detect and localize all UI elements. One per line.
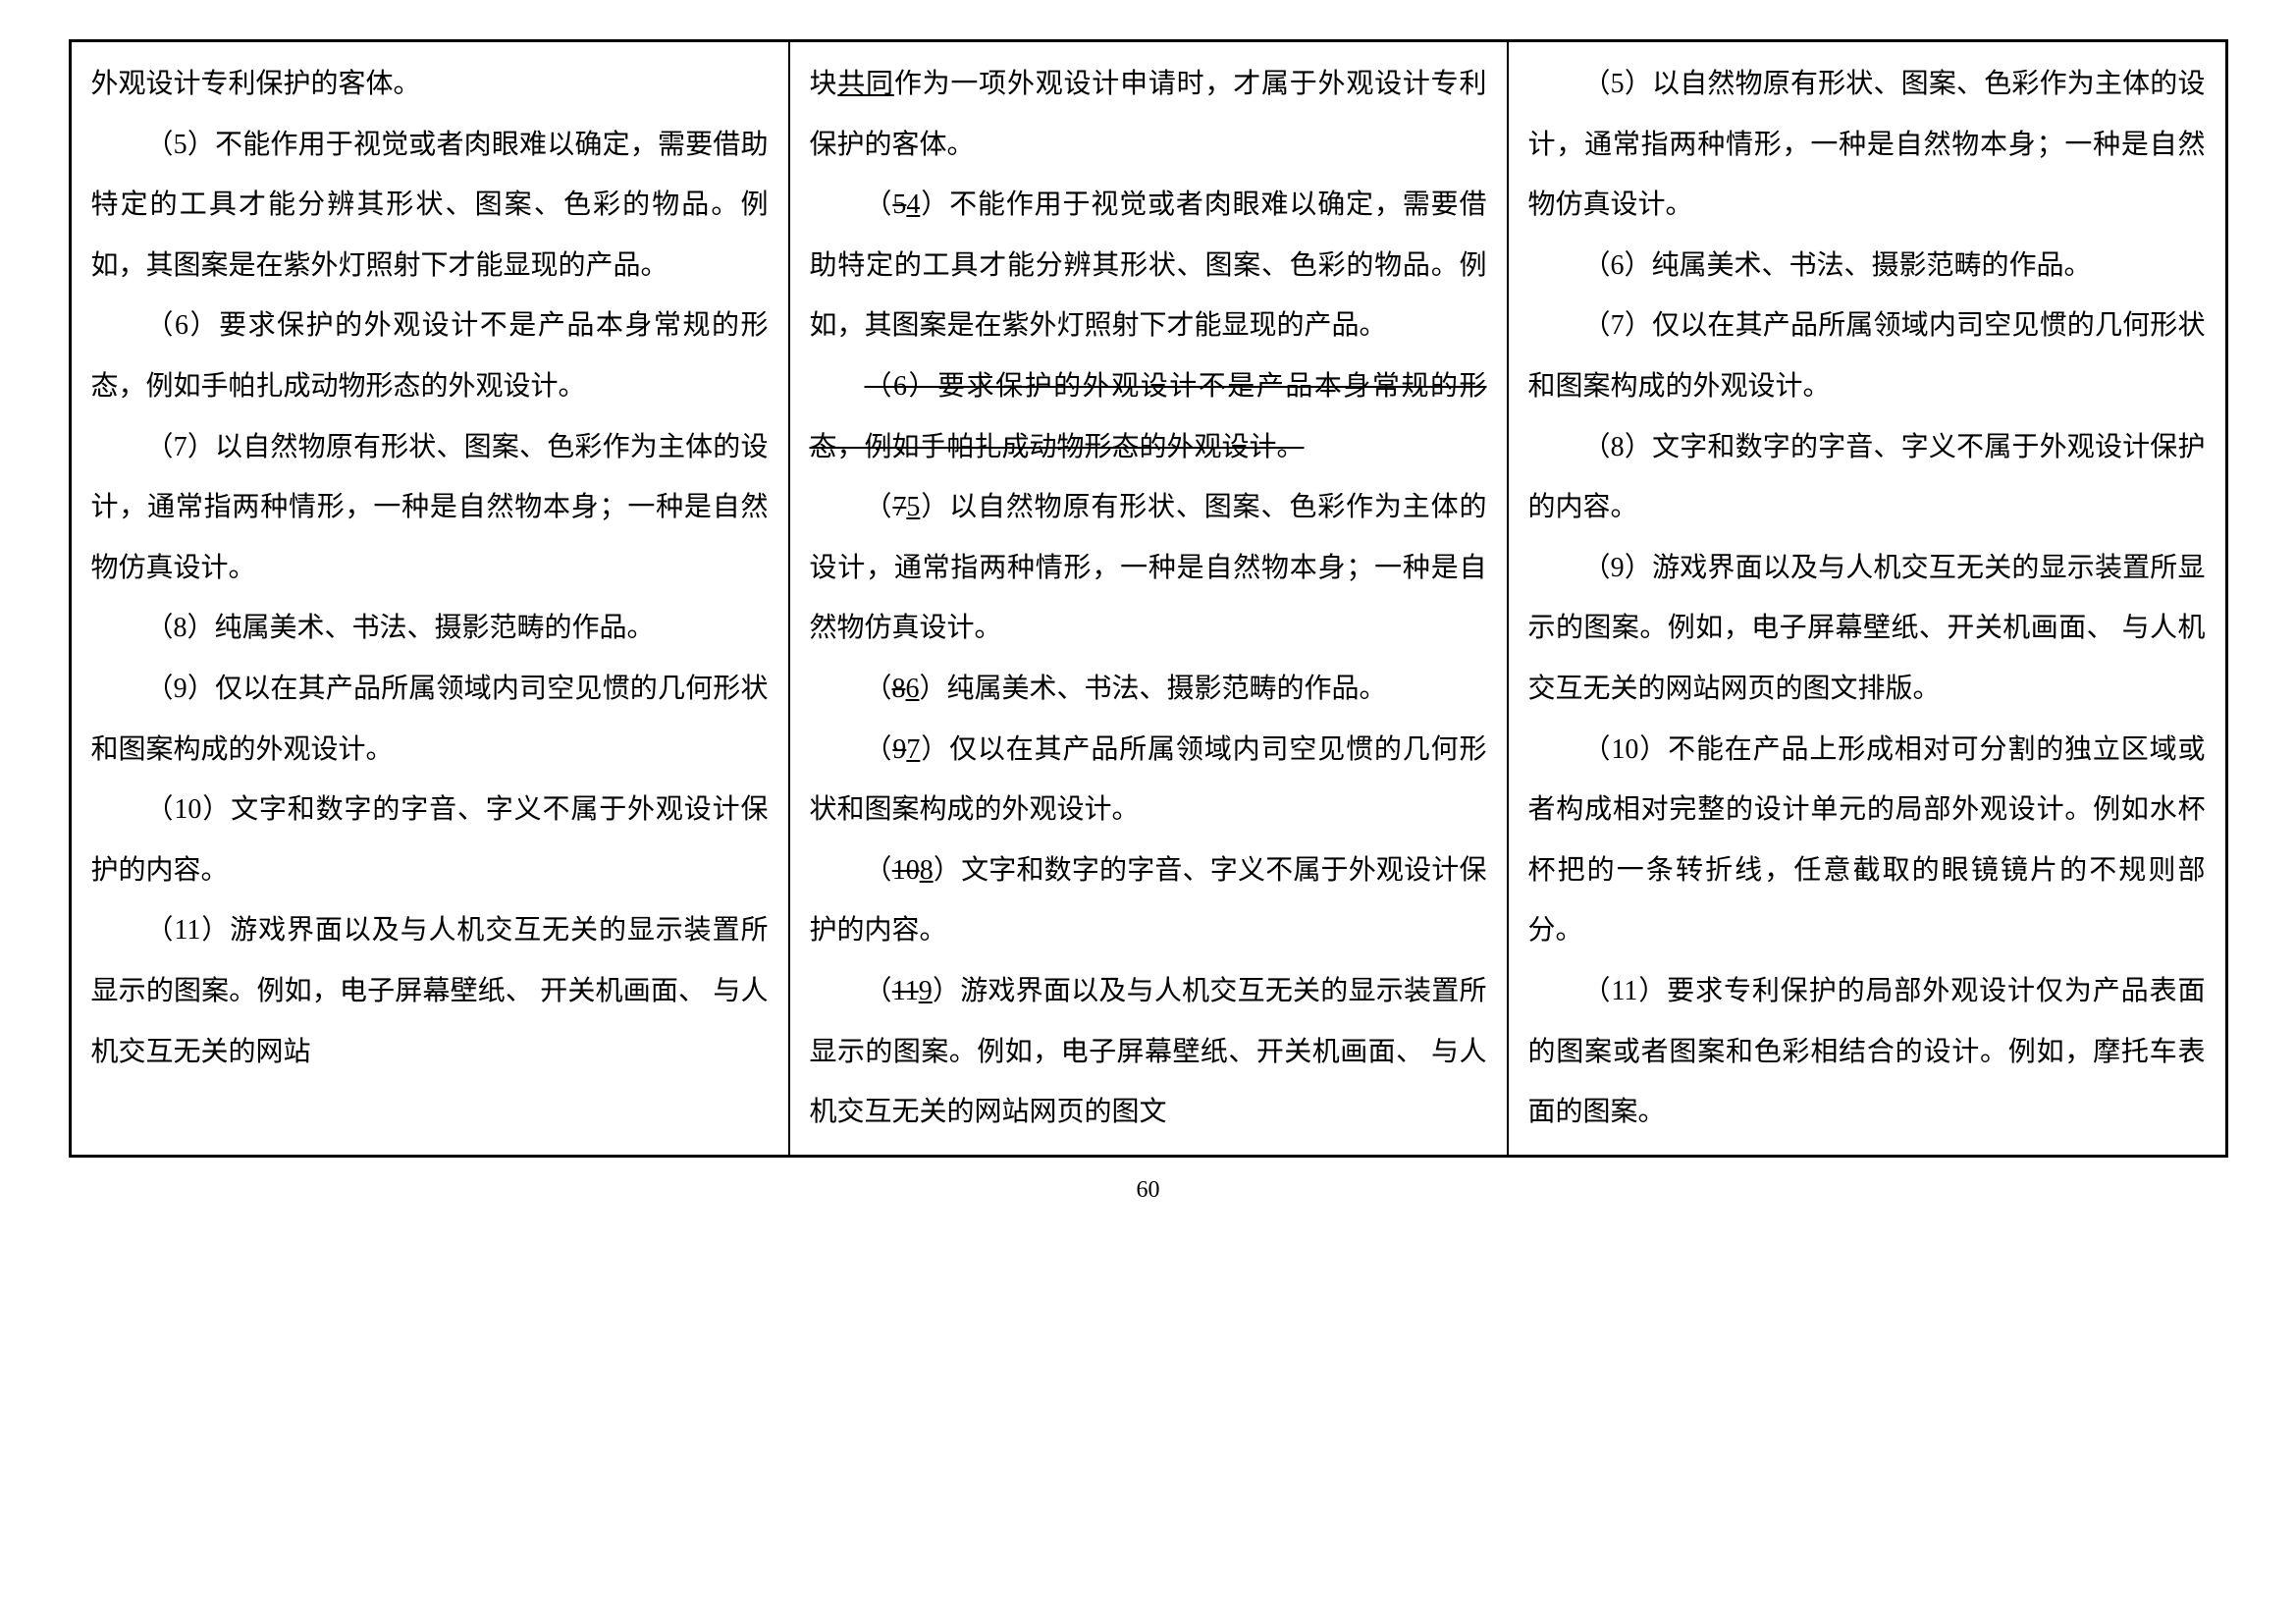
text-segment: （9）仅以在其产品所属领域内司空见惯的几何形状和图案构成的外观设计。 [91,674,769,765]
text-segment: （9）游戏界面以及与人机交互无关的显示装置所显示的图案。例如，电子屏幕壁纸、开关… [1528,553,2206,704]
paragraph: （8）纯属美术、书法、摄影范畴的作品。 [91,598,769,659]
text-segment: （6）要求保护的外观设计不是产品本身常规的形态，例如手帕扎成动物形态的外观设计。 [91,310,769,402]
paragraph: （10）不能在产品上形成相对可分割的独立区域或者构成相对完整的设计单元的局部外观… [1528,720,2206,961]
paragraph: （119）游戏界面以及与人机交互无关的显示装置所显示的图案。例如，电子屏幕壁纸、… [810,961,1487,1143]
paragraph: （7）以自然物原有形状、图案、色彩作为主体的设计，通常指两种情形，一种是自然物本… [91,417,769,599]
text-segment: 共同 [837,69,894,99]
paragraph: （54）不能作用于视觉或者肉眼难以确定，需要借助特定的工具才能分辨其形状、图案、… [810,175,1487,356]
text-segment: 6 [906,674,920,704]
text-segment: （10）不能在产品上形成相对可分割的独立区域或者构成相对完整的设计单元的局部外观… [1528,734,2206,947]
paragraph: （5）以自然物原有形状、图案、色彩作为主体的设计，通常指两种情形，一种是自然物本… [1528,54,2206,236]
text-segment: 8 [920,855,934,886]
paragraph: 块共同作为一项外观设计申请时，才属于外观设计专利保护的客体。 [810,54,1487,175]
text-segment: （6）纯属美术、书法、摄影范畴的作品。 [1583,250,2092,281]
text-segment: 7 [906,734,920,765]
paragraph: （5）不能作用于视觉或者肉眼难以确定，需要借助特定的工具才能分辨其形状、图案、色… [91,115,769,297]
text-segment: （ [865,734,893,765]
column-left: 外观设计专利保护的客体。 （5）不能作用于视觉或者肉眼难以确定，需要借助特定的工具… [72,42,790,1155]
text-segment: 10 [892,855,920,886]
document-table: 外观设计专利保护的客体。 （5）不能作用于视觉或者肉眼难以确定，需要借助特定的工具… [69,39,2228,1158]
paragraph: （86）纯属美术、书法、摄影范畴的作品。 [810,659,1487,720]
text-segment: ）纯属美术、书法、摄影范畴的作品。 [920,674,1387,704]
text-segment: （5）以自然物原有形状、图案、色彩作为主体的设计，通常指两种情形，一种是自然物本… [1528,69,2206,220]
text-segment: 7 [892,492,906,522]
text-segment: （6）要求保护的外观设计不是产品本身常规的形态，例如手帕扎成动物形态的外观设计。 [810,371,1487,462]
text-segment: 5 [906,492,920,522]
text-segment: （ [865,492,893,522]
paragraph: （8）文字和数字的字音、字义不属于外观设计保护的内容。 [1528,417,2206,538]
column-right: （5）以自然物原有形状、图案、色彩作为主体的设计，通常指两种情形，一种是自然物本… [1509,42,2225,1155]
page-number: 60 [1137,1177,1160,1204]
text-segment: 作为一项外观设计申请时，才属于外观设计专利保护的客体。 [810,69,1487,160]
text-segment: 4 [906,189,920,220]
text-segment: （10）文字和数字的字音、字义不属于外观设计保护的内容。 [91,794,769,886]
column-middle: 块共同作为一项外观设计申请时，才属于外观设计专利保护的客体。（54）不能作用于视… [790,42,1509,1155]
text-segment: 外观设计专利保护的客体。 [91,69,421,99]
paragraph: （7）仅以在其产品所属领域内司空见惯的几何形状和图案构成的外观设计。 [1528,296,2206,416]
text-segment: （ [865,976,892,1006]
paragraph: （97）仅以在其产品所属领域内司空见惯的几何形状和图案构成的外观设计。 [810,720,1487,840]
text-segment: 11 [892,976,919,1006]
text-segment: （8）纯属美术、书法、摄影范畴的作品。 [146,613,655,643]
text-segment: 8 [892,674,906,704]
paragraph: （11）游戏界面以及与人机交互无关的显示装置所显示的图案。例如，电子屏幕壁纸、 … [91,900,769,1082]
text-segment: （11）游戏界面以及与人机交互无关的显示装置所显示的图案。例如，电子屏幕壁纸、 … [91,915,769,1066]
paragraph: （6）纯属美术、书法、摄影范畴的作品。 [1528,236,2206,297]
text-segment: （8）文字和数字的字音、字义不属于外观设计保护的内容。 [1528,432,2206,523]
text-segment: 9 [892,734,906,765]
text-segment: （11）要求专利保护的局部外观设计仅为产品表面的图案或者图案和色彩相结合的设计。… [1528,976,2206,1127]
paragraph: （11）要求专利保护的局部外观设计仅为产品表面的图案或者图案和色彩相结合的设计。… [1528,961,2206,1143]
paragraph: （10）文字和数字的字音、字义不属于外观设计保护的内容。 [91,780,769,900]
paragraph: （6）要求保护的外观设计不是产品本身常规的形态，例如手帕扎成动物形态的外观设计。 [91,296,769,416]
text-segment: 5 [892,189,906,220]
text-segment: 9 [919,976,933,1006]
text-segment: 块 [810,69,838,99]
text-segment: （ [865,855,892,886]
text-segment: （ [865,189,893,220]
paragraph: （6）要求保护的外观设计不是产品本身常规的形态，例如手帕扎成动物形态的外观设计。 [810,356,1487,477]
paragraph: 外观设计专利保护的客体。 [91,54,769,115]
paragraph: （9）游戏界面以及与人机交互无关的显示装置所显示的图案。例如，电子屏幕壁纸、开关… [1528,538,2206,720]
paragraph: （9）仅以在其产品所属领域内司空见惯的几何形状和图案构成的外观设计。 [91,659,769,780]
text-segment: （7）仅以在其产品所属领域内司空见惯的几何形状和图案构成的外观设计。 [1528,310,2206,402]
text-segment: （ [865,674,892,704]
paragraph: （75）以自然物原有形状、图案、色彩作为主体的设计，通常指两种情形，一种是自然物… [810,477,1487,659]
text-segment: （7）以自然物原有形状、图案、色彩作为主体的设计，通常指两种情形，一种是自然物本… [91,432,769,583]
text-segment: （5）不能作用于视觉或者肉眼难以确定，需要借助特定的工具才能分辨其形状、图案、色… [91,130,769,281]
paragraph: （108）文字和数字的字音、字义不属于外观设计保护的内容。 [810,840,1487,961]
